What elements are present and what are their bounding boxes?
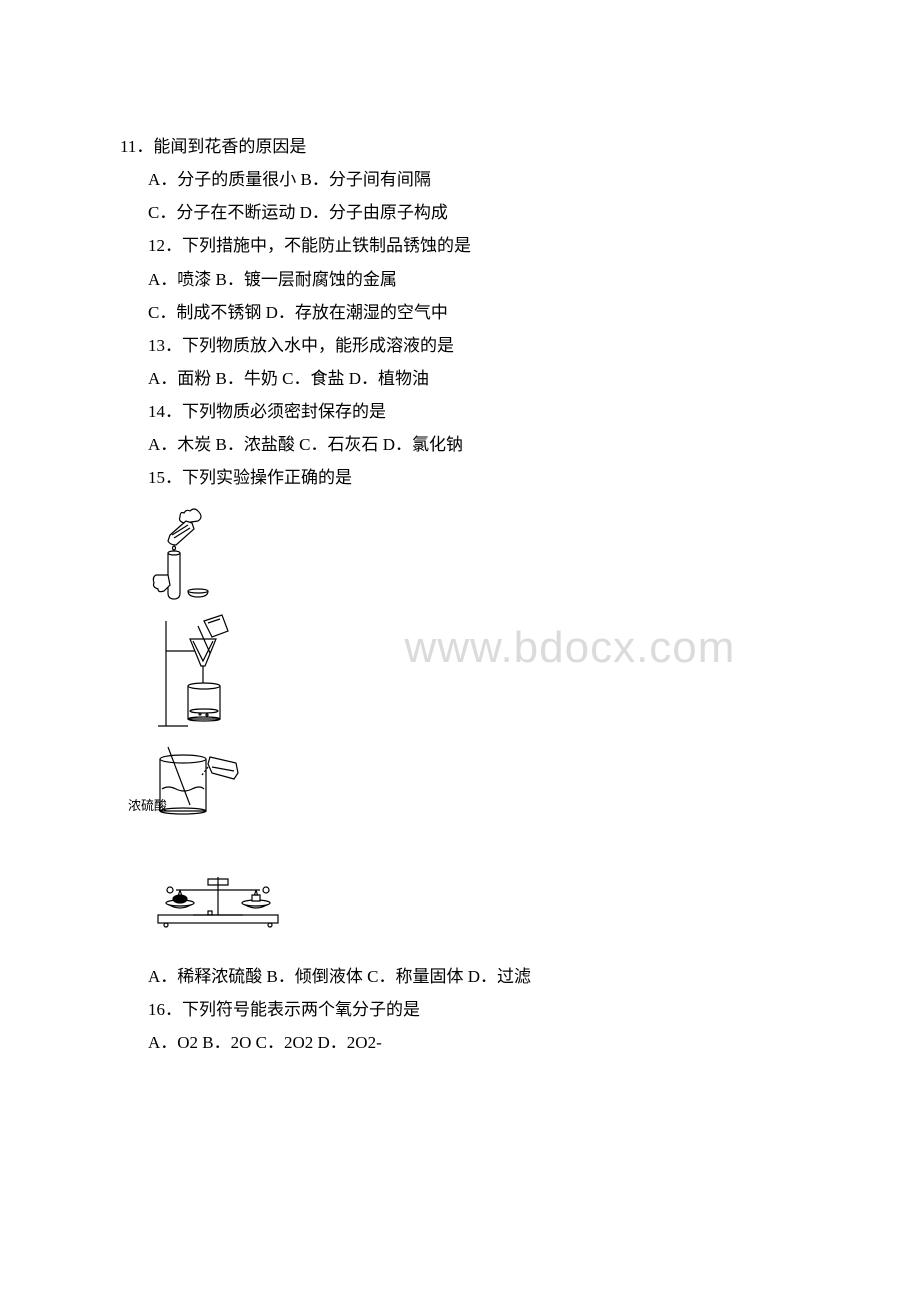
q14-opts: A．木炭 B．浓盐酸 C．石灰石 D．氯化钠 [120, 428, 800, 461]
q14-stem: 14．下列物质必须密封保存的是 [120, 395, 800, 428]
q15-diagram-dilute: 浓硫酸 [120, 739, 800, 857]
balance-icon [148, 865, 288, 930]
q11-stem: 11．能闻到花香的原因是 [120, 130, 800, 163]
q12-stem: 12．下列措施中，不能防止铁制品锈蚀的是 [120, 229, 800, 262]
pour-liquid-icon [148, 503, 228, 603]
q16-stem: 16．下列符号能表示两个氧分子的是 [120, 993, 800, 1026]
q13-stem: 13．下列物质放入水中，能形成溶液的是 [120, 329, 800, 362]
q11-opts-cd: C．分子在不断运动 D．分子由原子构成 [120, 196, 800, 229]
q15-diagram-balance [120, 865, 800, 930]
q16-opts: A．O2 B．2O C．2O2 D．2O2- [120, 1026, 800, 1059]
q11-opts-ab: A．分子的质量很小 B．分子间有间隔 [120, 163, 800, 196]
q12-opts-cd: C．制成不锈钢 D．存放在潮湿的空气中 [120, 296, 800, 329]
q12-opts-ab: A．喷漆 B．镀一层耐腐蚀的金属 [120, 263, 800, 296]
filtration-icon [148, 611, 248, 731]
document-body: 11．能闻到花香的原因是 A．分子的质量很小 B．分子间有间隔 C．分子在不断运… [120, 130, 800, 1059]
q15-diagram-pour [120, 503, 800, 603]
q15-diagram-filter [120, 611, 800, 731]
q13-opts: A．面粉 B．牛奶 C．食盐 D．植物油 [120, 362, 800, 395]
q15-opts: A．稀释浓硫酸 B．倾倒液体 C．称量固体 D．过滤 [120, 960, 800, 993]
q15-dilute-label: 浓硫酸 [128, 798, 167, 813]
q15-stem: 15．下列实验操作正确的是 [120, 461, 800, 494]
